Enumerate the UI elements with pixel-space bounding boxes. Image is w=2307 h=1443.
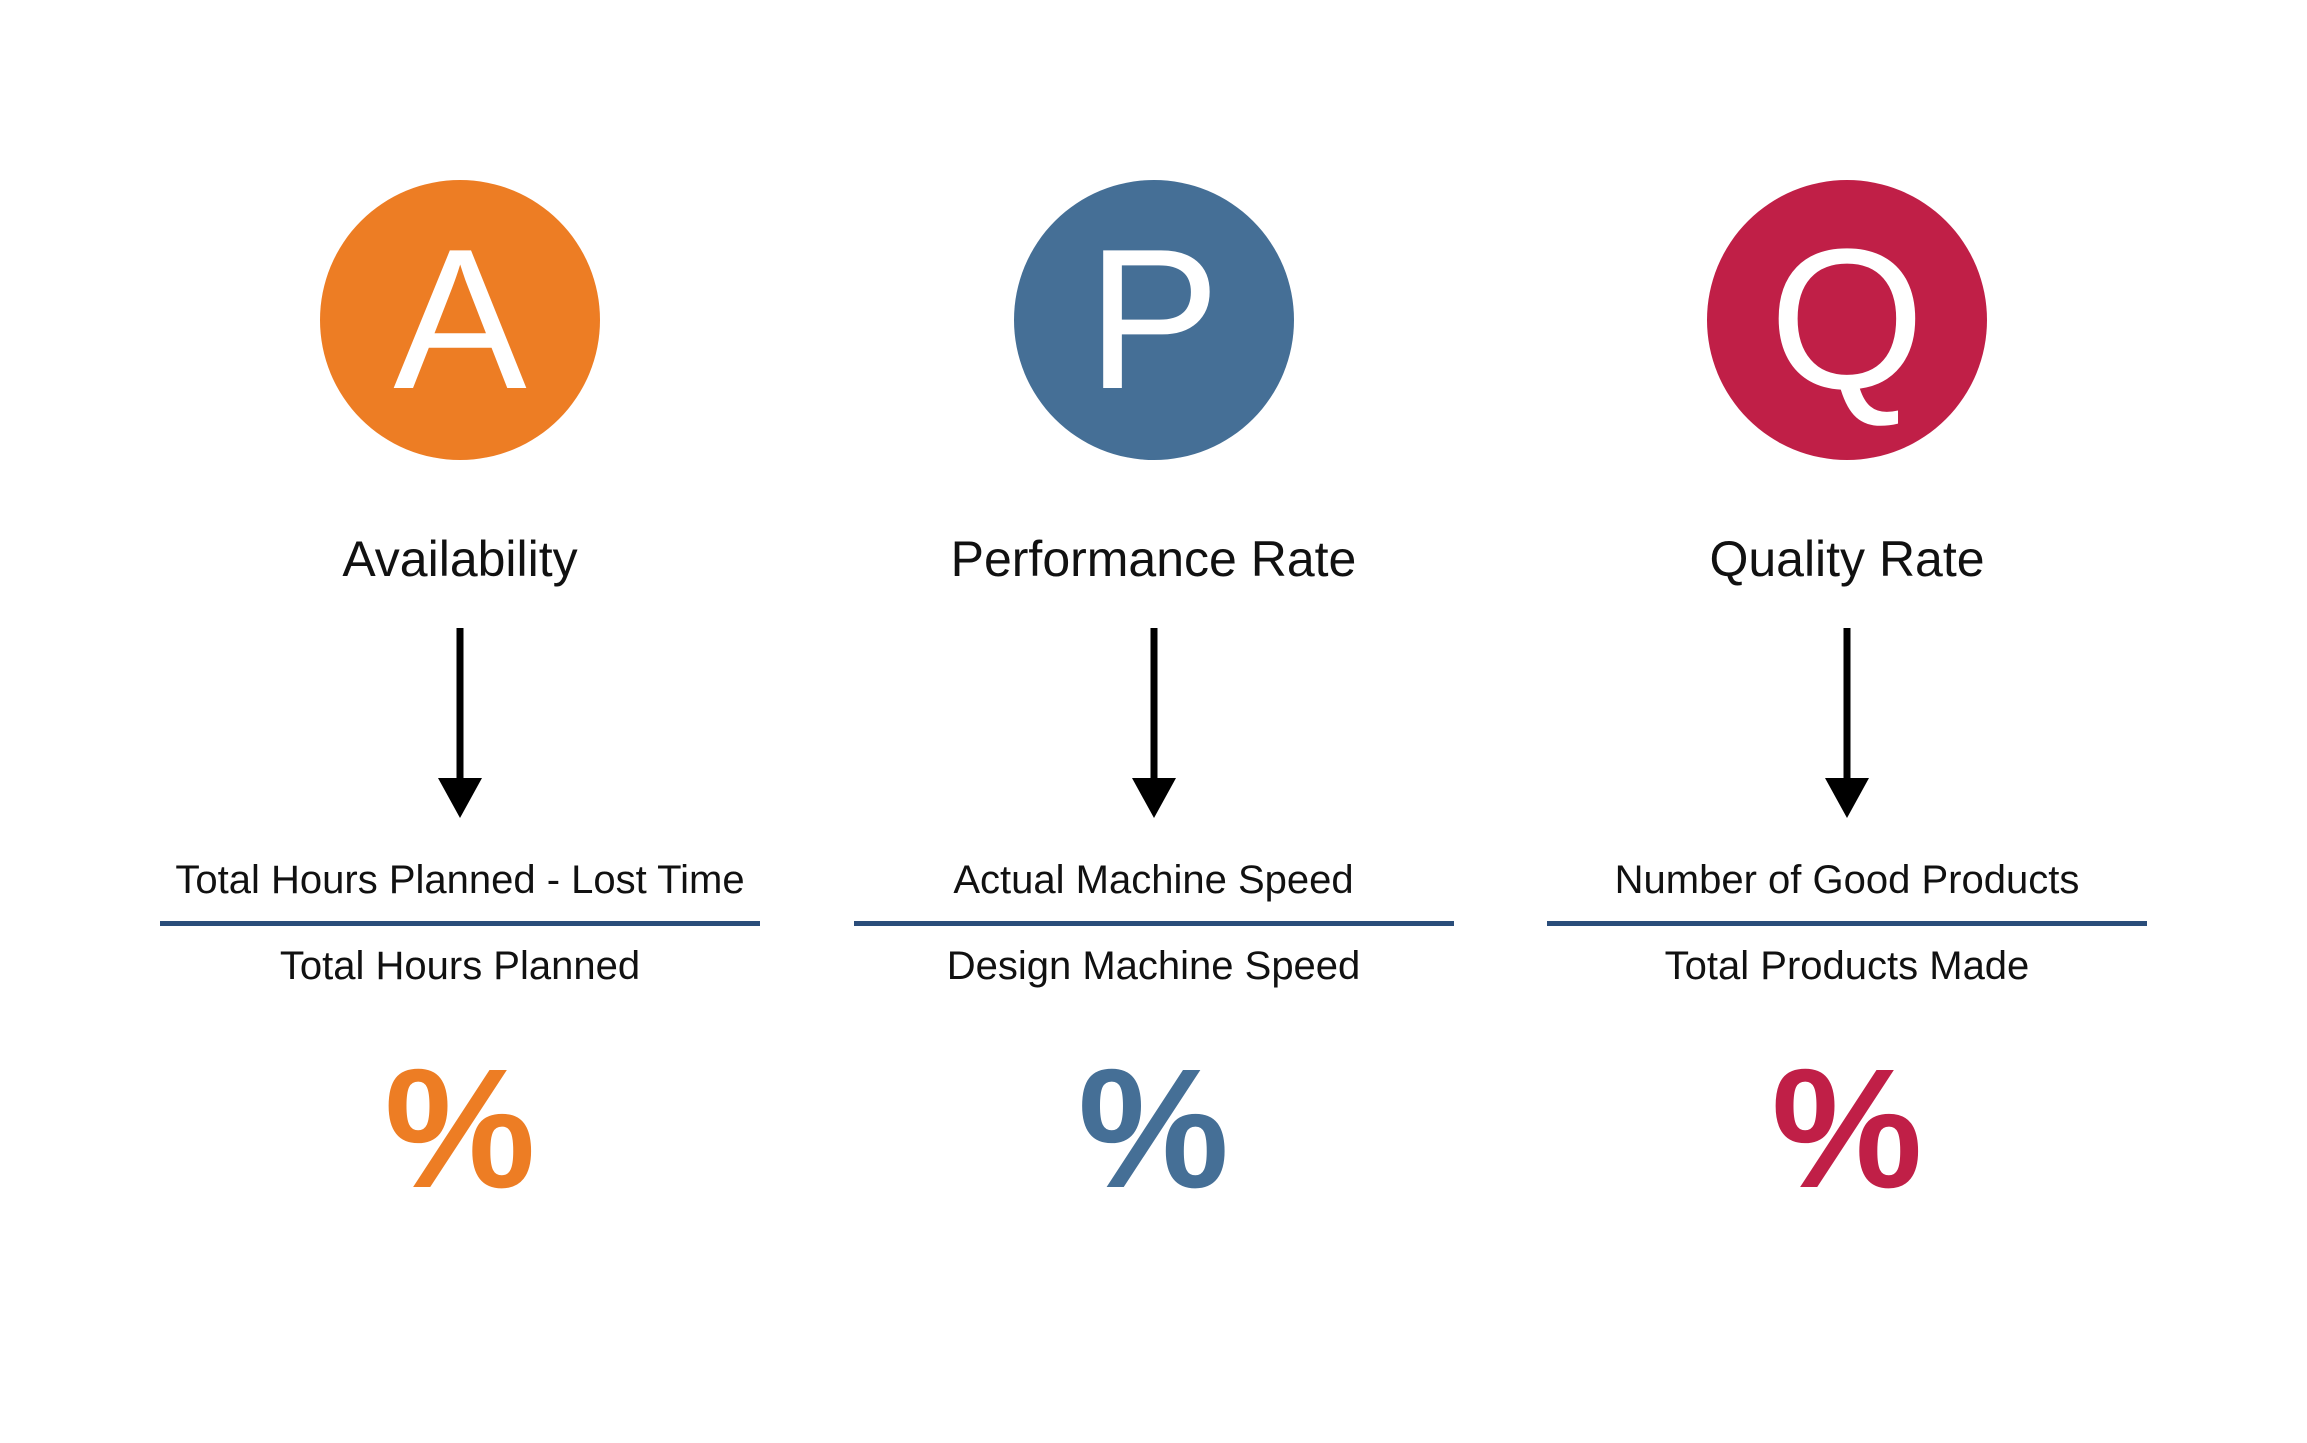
circle-availability: A (320, 180, 600, 460)
percent-icon: % (1078, 1044, 1229, 1214)
fraction-availability: Total Hours Planned - Lost Time Total Ho… (160, 858, 760, 989)
fraction-performance: Actual Machine Speed Design Machine Spee… (854, 858, 1454, 989)
denominator: Design Machine Speed (947, 944, 1361, 989)
arrow-down-icon (430, 628, 490, 818)
circle-quality: Q (1707, 180, 1987, 460)
percent-icon: % (384, 1044, 535, 1214)
arrow-down-icon (1124, 628, 1184, 818)
denominator: Total Products Made (1665, 944, 2030, 989)
circle-performance: P (1014, 180, 1294, 460)
fraction-quality: Number of Good Products Total Products M… (1547, 858, 2147, 989)
metric-performance: P Performance Rate Actual Machine Speed … (854, 180, 1454, 1214)
fraction-divider (160, 921, 760, 926)
arrow-down-icon (1817, 628, 1877, 818)
oee-infographic: A Availability Total Hours Planned - Los… (0, 0, 2307, 1443)
metric-title: Performance Rate (951, 530, 1357, 588)
numerator: Actual Machine Speed (953, 858, 1353, 903)
denominator: Total Hours Planned (280, 944, 640, 989)
fraction-divider (854, 921, 1454, 926)
numerator: Number of Good Products (1615, 858, 2080, 903)
circle-letter: Q (1769, 220, 1925, 420)
numerator: Total Hours Planned - Lost Time (175, 858, 744, 903)
fraction-divider (1547, 921, 2147, 926)
metric-quality: Q Quality Rate Number of Good Products T… (1547, 180, 2147, 1214)
circle-letter: P (1087, 220, 1220, 420)
metrics-row: A Availability Total Hours Planned - Los… (0, 0, 2307, 1214)
metric-title: Availability (342, 530, 577, 588)
percent-icon: % (1771, 1044, 1922, 1214)
metric-title: Quality Rate (1709, 530, 1984, 588)
circle-letter: A (393, 220, 526, 420)
metric-availability: A Availability Total Hours Planned - Los… (160, 180, 760, 1214)
